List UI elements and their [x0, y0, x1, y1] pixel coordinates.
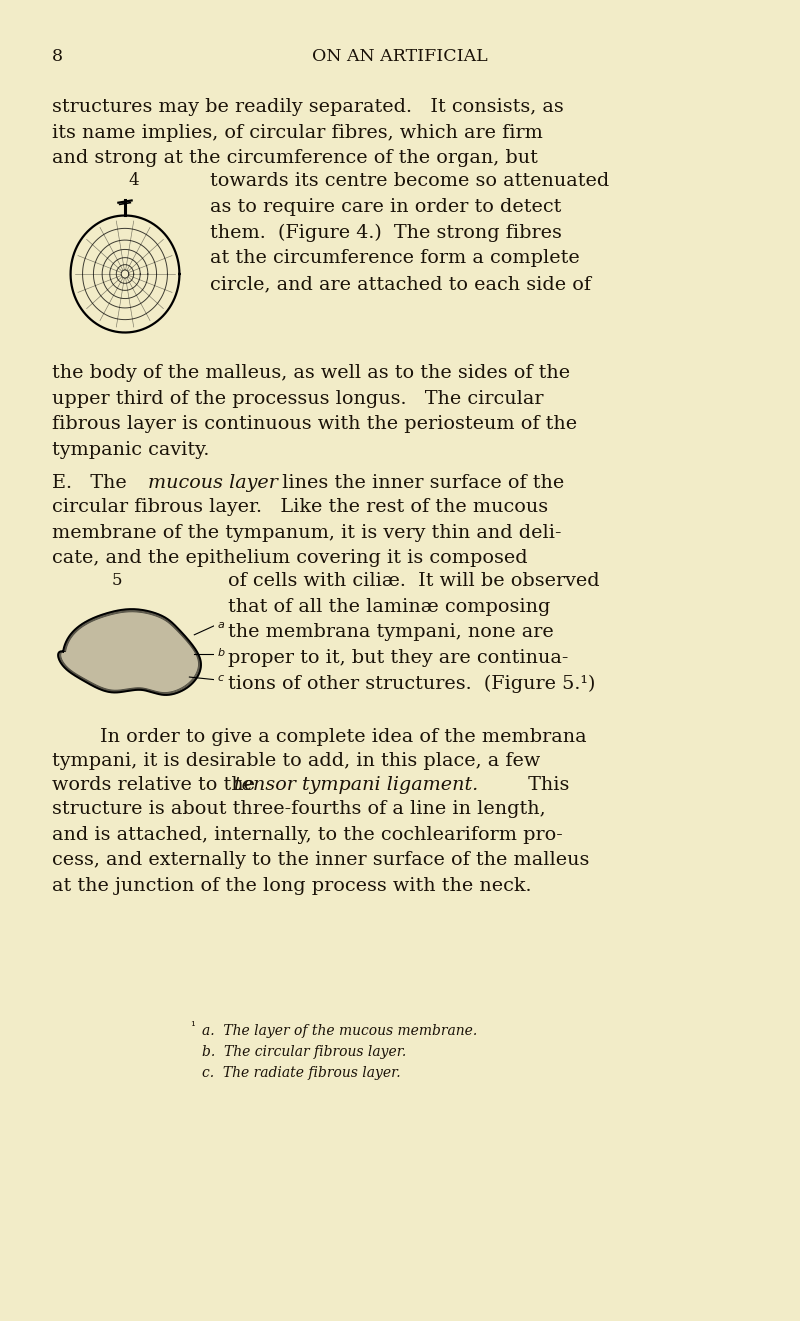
Polygon shape — [58, 609, 201, 695]
Text: b: b — [218, 647, 225, 658]
Text: mucous layer: mucous layer — [148, 474, 278, 491]
Text: c: c — [218, 674, 223, 683]
Text: structure is about three-fourths of a line in length,
and is attached, internall: structure is about three-fourths of a li… — [52, 801, 590, 896]
Text: tympani, it is desirable to add, in this place, a few: tympani, it is desirable to add, in this… — [52, 752, 540, 770]
Text: tensor tympani ligament.: tensor tympani ligament. — [234, 775, 478, 794]
Text: a.  The layer of the mucous membrane.
b.  The circular fibrous layer.
c.  The ra: a. The layer of the mucous membrane. b. … — [202, 1024, 478, 1079]
Text: structures may be readily separated.   It consists, as
its name implies, of circ: structures may be readily separated. It … — [52, 98, 564, 168]
Text: ON AN ARTIFICIAL: ON AN ARTIFICIAL — [312, 48, 488, 65]
Text: towards its centre become so attenuated
as to require care in order to detect
th: towards its centre become so attenuated … — [210, 172, 610, 293]
Text: E.   The: E. The — [52, 474, 133, 491]
Text: words relative to the: words relative to the — [52, 775, 261, 794]
Text: a: a — [218, 620, 224, 630]
Text: 4: 4 — [128, 172, 138, 189]
Text: of cells with ciliæ.  It will be observed
that of all the laminæ composing
the m: of cells with ciliæ. It will be observed… — [228, 572, 600, 694]
Text: lines the inner surface of the: lines the inner surface of the — [276, 474, 564, 491]
Text: 8: 8 — [52, 48, 63, 65]
Text: In order to give a complete idea of the membrana: In order to give a complete idea of the … — [100, 728, 586, 746]
Text: ¹: ¹ — [190, 1020, 195, 1033]
Text: the body of the malleus, as well as to the sides of the
upper third of the proce: the body of the malleus, as well as to t… — [52, 365, 577, 460]
Text: circular fibrous layer.   Like the rest of the mucous
membrane of the tympanum, : circular fibrous layer. Like the rest of… — [52, 498, 562, 568]
Text: 5: 5 — [112, 572, 122, 589]
Text: This: This — [516, 775, 570, 794]
